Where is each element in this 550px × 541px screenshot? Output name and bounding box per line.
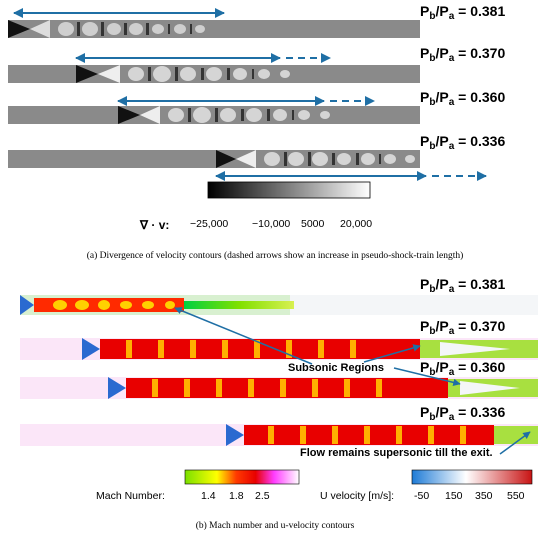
mach-colorbar xyxy=(184,469,300,485)
mach-duct-row-4 xyxy=(20,424,538,446)
mach-velocity-contours-figure xyxy=(20,295,538,485)
pressure-ratio-label-b1: Pb/Pa = 0.381 xyxy=(420,276,506,295)
mach-tick-2: 1.8 xyxy=(229,490,244,502)
divergence-colorbar-label: ∇ · v: xyxy=(140,218,170,232)
mach-duct-row-2 xyxy=(20,338,538,360)
caption-b-text: Mach number and u-velocity contours xyxy=(206,521,355,531)
duct-row-2 xyxy=(8,53,420,83)
divergence-contours-figure xyxy=(8,8,487,199)
duct-row-1 xyxy=(8,8,420,38)
mach-colorbar-label: Mach Number: xyxy=(96,490,165,502)
u-velocity-tick-4: 550 xyxy=(507,490,525,502)
duct-row-4 xyxy=(8,150,487,181)
u-velocity-tick-3: 350 xyxy=(475,490,493,502)
divergence-tick-1: −25,000 xyxy=(190,218,229,230)
u-velocity-tick-1: -50 xyxy=(414,490,430,502)
pressure-ratio-label-b4: Pb/Pa = 0.336 xyxy=(420,404,506,423)
mach-duct-row-3 xyxy=(20,377,538,399)
mach-tick-3: 2.5 xyxy=(255,490,270,502)
mach-tick-1: 1.4 xyxy=(201,490,216,502)
pressure-ratio-label-a1: Pb/Pa = 0.381 xyxy=(420,3,506,22)
pressure-ratio-label-b3: Pb/Pa = 0.360 xyxy=(420,359,506,378)
divergence-tick-3: 5000 xyxy=(301,218,325,230)
pressure-ratio-label-a2: Pb/Pa = 0.370 xyxy=(420,45,506,64)
u-velocity-colorbar xyxy=(411,469,533,485)
caption-panel-a: (a) Divergence of velocity contours (das… xyxy=(0,251,550,261)
caption-a-tag: (a) xyxy=(86,251,98,261)
supersonic-flow-annotation: Flow remains supersonic till the exit. xyxy=(300,447,493,459)
divergence-colorbar xyxy=(207,181,371,199)
u-velocity-colorbar-label: U velocity [m/s]: xyxy=(320,490,395,502)
divergence-tick-2: −10,000 xyxy=(252,218,291,230)
u-velocity-tick-2: 150 xyxy=(445,490,463,502)
duct-row-3 xyxy=(8,96,420,124)
caption-b-tag: (b) xyxy=(195,521,207,531)
caption-panel-b: (b) Mach number and u-velocity contours xyxy=(0,521,550,531)
mach-duct-row-1 xyxy=(20,295,538,315)
subsonic-regions-annotation: Subsonic Regions xyxy=(288,362,384,374)
divergence-tick-4: 20,000 xyxy=(340,218,373,230)
pressure-ratio-label-a3: Pb/Pa = 0.360 xyxy=(420,89,506,108)
pressure-ratio-label-a4: Pb/Pa = 0.336 xyxy=(420,133,506,152)
caption-a-text: Divergence of velocity contours (dashed … xyxy=(97,251,464,261)
pressure-ratio-label-b2: Pb/Pa = 0.370 xyxy=(420,318,506,337)
